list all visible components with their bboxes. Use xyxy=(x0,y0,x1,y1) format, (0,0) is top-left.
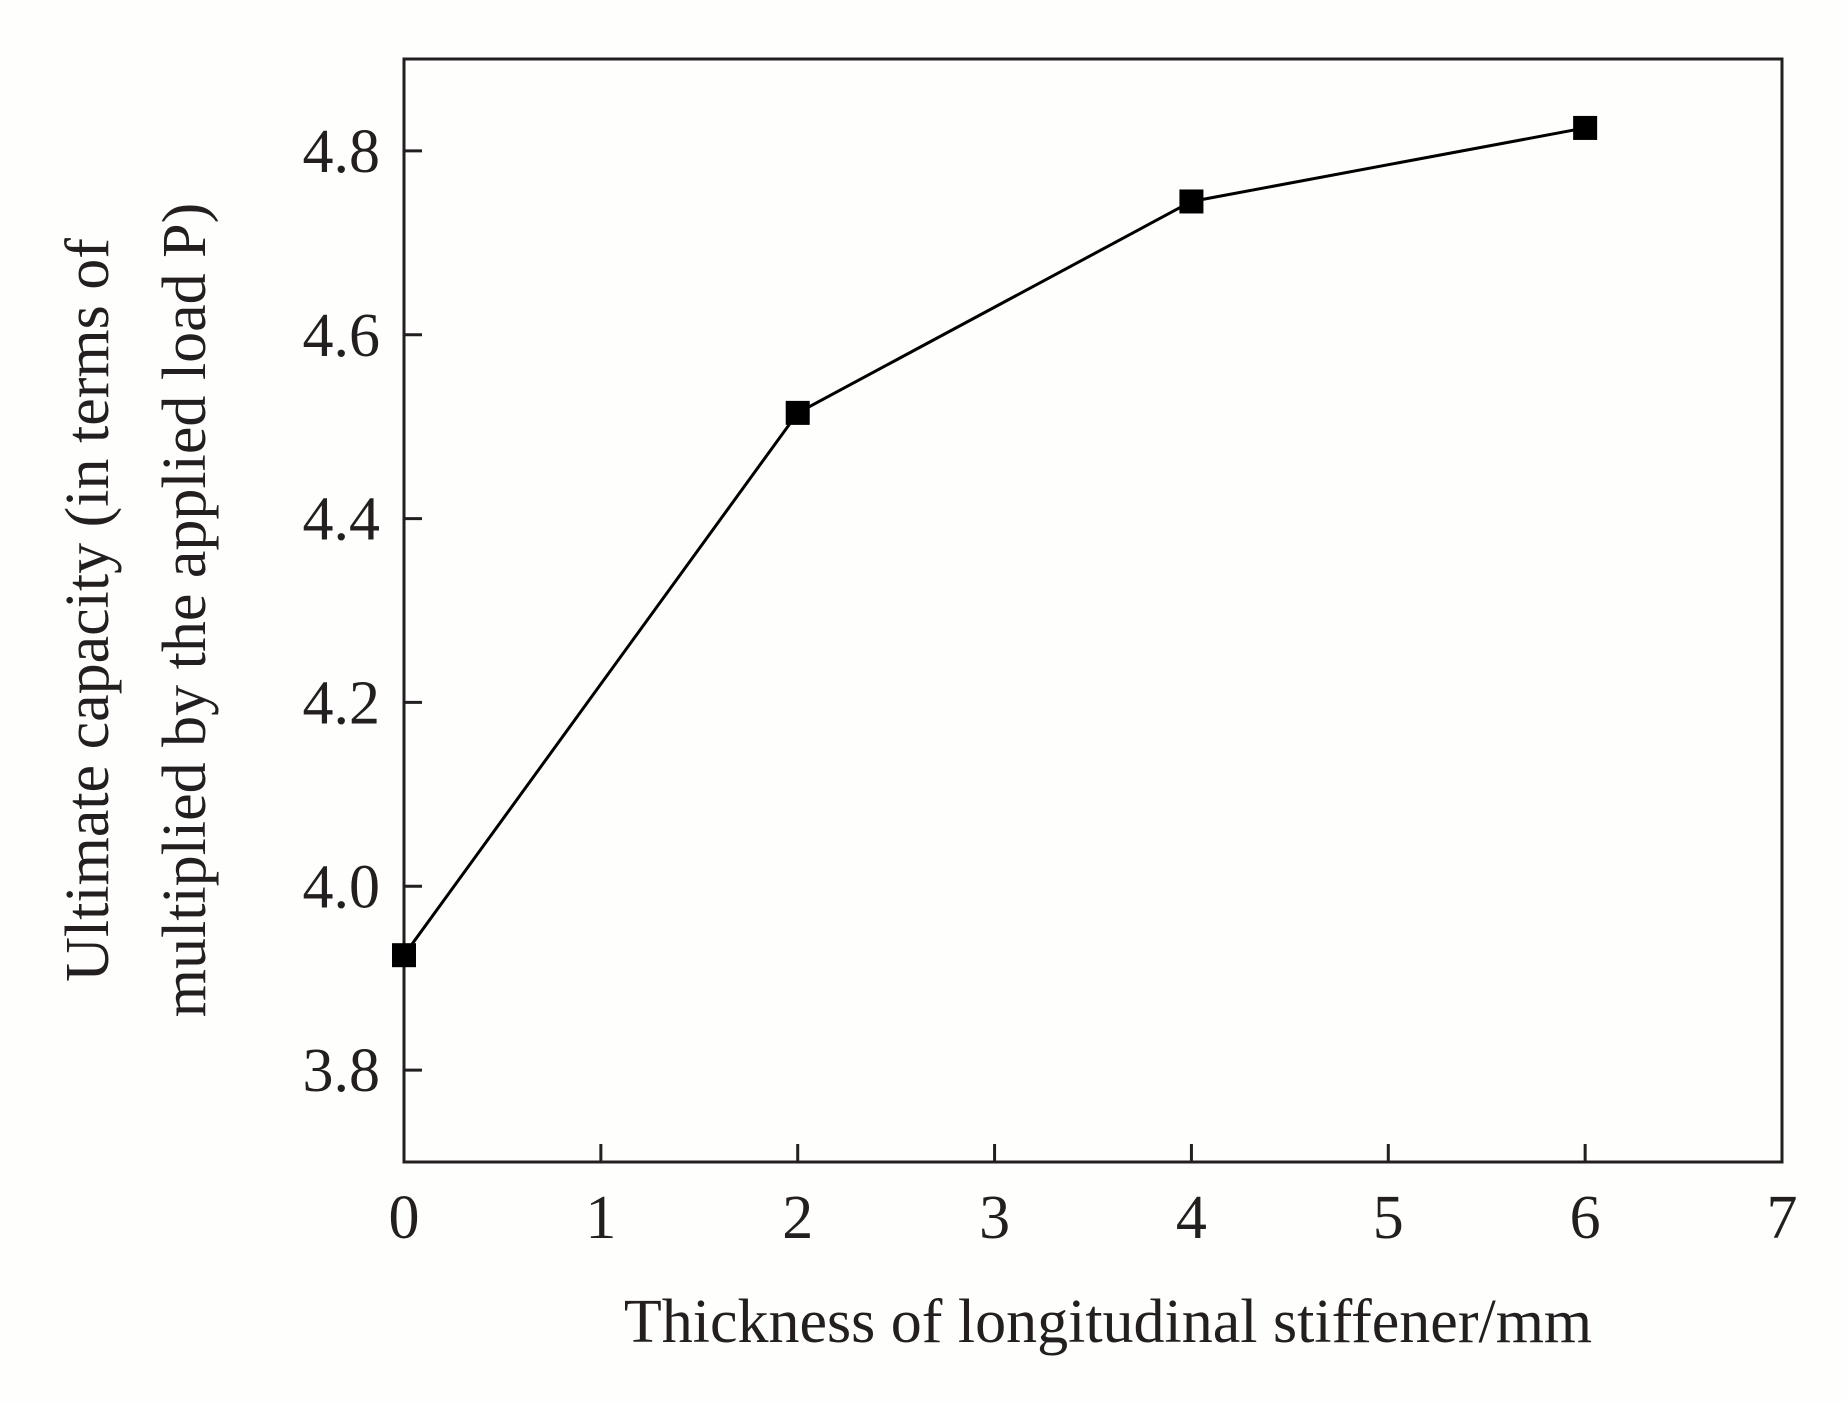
x-axis-ticks: 0 1 2 3 4 5 6 7 xyxy=(389,1144,1798,1252)
y-tick-label: 4.6 xyxy=(303,302,381,370)
data-point-marker xyxy=(1179,189,1204,214)
x-axis-label: Thickness of longitudinal stiffener/mm xyxy=(624,1288,1592,1356)
data-point-marker xyxy=(392,943,416,968)
y-axis-label-line-2: multiplied by the applied load P) xyxy=(151,203,219,1017)
y-tick-label: 4.0 xyxy=(303,853,381,921)
x-tick-label: 7 xyxy=(1767,1184,1798,1252)
y-tick-label: 4.8 xyxy=(303,118,381,186)
y-tick-label: 3.8 xyxy=(303,1037,381,1105)
y-axis-label-line-1: Ultimate capacity (in terms of xyxy=(54,238,122,982)
data-point-marker xyxy=(1573,115,1598,140)
x-tick-label: 1 xyxy=(585,1184,616,1252)
x-tick-label: 4 xyxy=(1176,1184,1207,1252)
data-point-marker xyxy=(785,400,810,425)
y-tick-label: 4.4 xyxy=(303,486,381,554)
plot-frame xyxy=(402,57,1784,1164)
y-tick-label: 4.2 xyxy=(303,669,381,737)
y-axis-ticks: 3.8 4.0 4.2 4.4 4.6 4.8 xyxy=(303,118,422,1105)
x-tick-label: 5 xyxy=(1373,1184,1404,1252)
x-tick-label: 2 xyxy=(782,1184,813,1252)
series-line xyxy=(402,126,1586,957)
series-layer xyxy=(392,115,1598,968)
x-tick-label: 3 xyxy=(979,1184,1010,1252)
x-tick-label: 0 xyxy=(389,1184,420,1252)
x-tick-label: 6 xyxy=(1570,1184,1601,1252)
